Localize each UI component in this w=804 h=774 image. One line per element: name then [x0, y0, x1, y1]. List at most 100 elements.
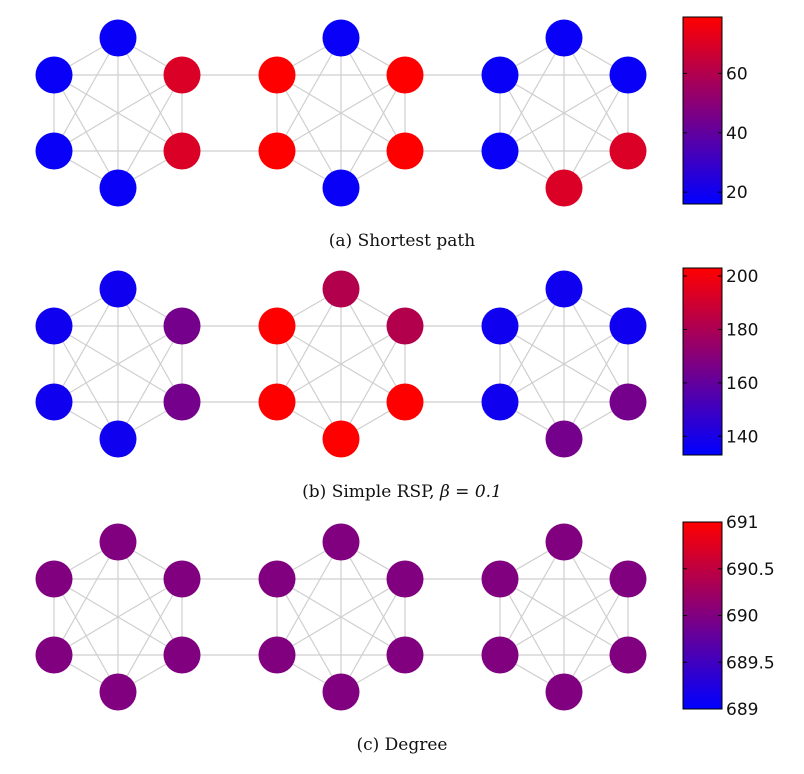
graph-node [545, 523, 583, 561]
edge [276, 578, 406, 656]
graph-node [258, 383, 296, 421]
panel-simple-rsp: 140 160 180 200 (b) Simple RSP, β = 0.1 [35, 267, 758, 502]
graph-shortest-path [35, 19, 647, 207]
graph-node [386, 56, 424, 94]
edge [53, 74, 183, 152]
graph-node [545, 19, 583, 57]
colorbar-tick-label: 689.5 [726, 653, 775, 673]
colorbar-tick-label: 40 [726, 124, 748, 144]
edge [340, 74, 406, 189]
colorbar-gradient [683, 17, 722, 204]
graph-node [386, 636, 424, 674]
colorbar-shortest-path: 20 40 60 [682, 16, 748, 205]
graph-node [545, 420, 583, 458]
graph-node [35, 307, 73, 345]
graph-node [163, 56, 201, 94]
edge [340, 578, 406, 693]
graph-node [258, 636, 296, 674]
graph-node [322, 523, 360, 561]
graph-node [609, 307, 647, 345]
graph-node [258, 560, 296, 598]
graph-node [545, 270, 583, 308]
edge [276, 74, 406, 152]
graph-node [163, 636, 201, 674]
edge [499, 325, 629, 403]
graph-node [322, 673, 360, 711]
colorbar-tick-label: 180 [726, 320, 758, 340]
graph-node [99, 673, 137, 711]
edge [563, 325, 629, 440]
edge [563, 578, 629, 693]
edge [53, 578, 183, 656]
graph-node [258, 307, 296, 345]
graph-node [322, 420, 360, 458]
edge [499, 578, 629, 656]
graph-node [609, 56, 647, 94]
graph-node [481, 56, 519, 94]
edge [117, 578, 183, 693]
graph-node [163, 560, 201, 598]
edge [499, 74, 629, 152]
graph-node [609, 132, 647, 170]
edge [117, 325, 183, 440]
graph-node [609, 636, 647, 674]
graph-node [258, 132, 296, 170]
panel-degree: 689 689.5 690 690.5 691 (c) Degree [35, 513, 775, 755]
graph-node [481, 383, 519, 421]
graph-node [481, 307, 519, 345]
colorbar-gradient [683, 522, 722, 709]
colorbar-gradient [683, 268, 722, 455]
edge [276, 325, 406, 403]
colorbar-tick-label: 140 [726, 427, 758, 447]
graph-node [481, 636, 519, 674]
colorbar-tick-label: 689 [726, 700, 758, 720]
graph-node [99, 270, 137, 308]
graph-node [35, 560, 73, 598]
edge [117, 74, 183, 189]
graph-node [35, 383, 73, 421]
colorbar-tick-label: 690.5 [726, 560, 775, 580]
graph-node [35, 636, 73, 674]
graph-node [99, 169, 137, 207]
graph-node [163, 307, 201, 345]
graph-node [609, 383, 647, 421]
graph-node [322, 270, 360, 308]
graph-node [481, 132, 519, 170]
graph-node [322, 19, 360, 57]
graph-node [163, 383, 201, 421]
edge [563, 74, 629, 189]
graph-node [386, 307, 424, 345]
panel-shortest-path: 20 40 60 (a) Shortest path [35, 16, 748, 251]
colorbar-tick-label: 60 [726, 64, 748, 84]
graph-node [386, 560, 424, 598]
colorbar-tick-label: 691 [726, 513, 758, 533]
colorbar-tick-label: 690 [726, 607, 758, 627]
colorbar-tick-label: 160 [726, 374, 758, 394]
graph-node [545, 673, 583, 711]
colorbar-tick-label: 20 [726, 183, 748, 203]
colorbar-simple-rsp: 140 160 180 200 [682, 267, 758, 456]
colorbar-frame [682, 267, 723, 456]
colorbar-tick-label: 200 [726, 267, 758, 287]
caption-simple-rsp-beta: β = 0.1 [439, 482, 502, 502]
graph-node [322, 169, 360, 207]
caption-shortest-path: (a) Shortest path [329, 231, 475, 251]
graph-node [609, 560, 647, 598]
graph-node [258, 56, 296, 94]
graph-node [99, 19, 137, 57]
graph-node [386, 132, 424, 170]
graph-node [99, 420, 137, 458]
graph-node [386, 383, 424, 421]
caption-degree: (c) Degree [356, 735, 447, 755]
graph-simple-rsp [35, 270, 647, 458]
graph-node [163, 132, 201, 170]
graph-node [99, 523, 137, 561]
graph-node [35, 132, 73, 170]
colorbar-degree: 689 689.5 690 690.5 691 [682, 513, 775, 720]
edge [53, 325, 183, 403]
caption-simple-rsp-text: (b) Simple RSP, [302, 482, 440, 502]
caption-simple-rsp: (b) Simple RSP, β = 0.1 [302, 482, 502, 502]
edge [340, 325, 406, 440]
graph-degree [35, 523, 647, 711]
